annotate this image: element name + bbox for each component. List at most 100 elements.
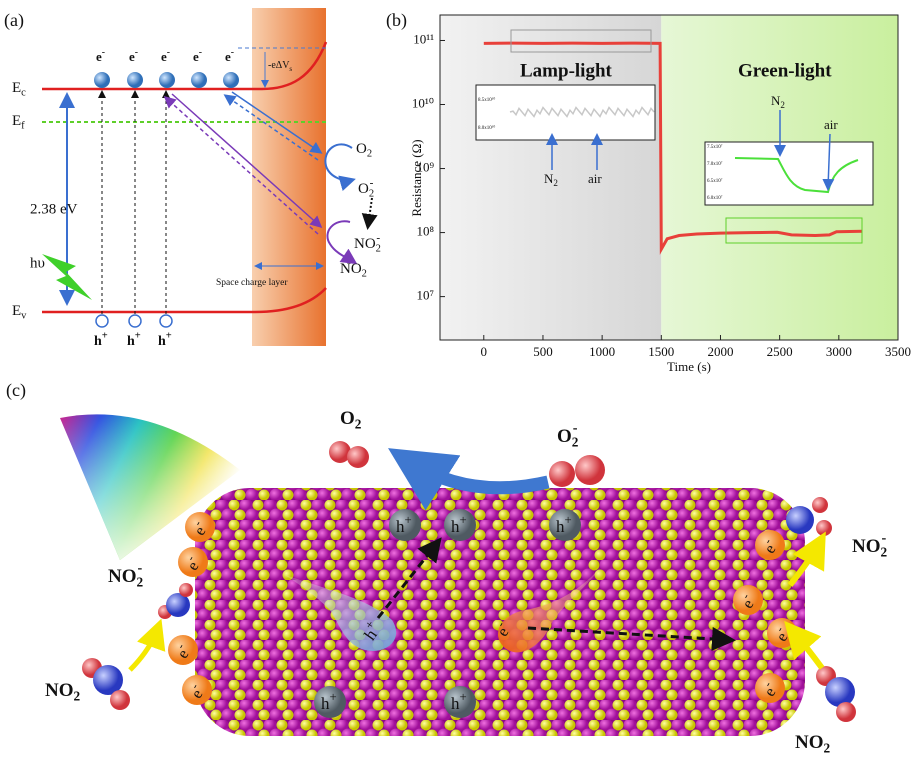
hole [549, 509, 581, 541]
label: hυ [30, 255, 45, 271]
superscript: - [190, 518, 204, 528]
hole-label: h+ [556, 513, 572, 536]
formula-base: h [556, 517, 565, 536]
formula: N2 [771, 93, 785, 110]
label: (c) [6, 380, 26, 401]
superscript: - [493, 619, 507, 629]
atom [816, 520, 832, 536]
sphere [347, 446, 369, 468]
superscript: - [137, 561, 142, 577]
formula: air [824, 117, 838, 132]
formula: Ec [12, 80, 26, 98]
subscript: f [21, 121, 25, 132]
transfer-arrow [163, 95, 319, 235]
formula-base: NO [852, 536, 881, 557]
formula: O2- [358, 177, 374, 200]
formula-base: O [356, 141, 367, 157]
inset-trace [734, 157, 859, 194]
atom [93, 665, 123, 695]
hole-label: h+ [158, 331, 172, 349]
hole [95, 314, 109, 328]
x-axis-label: Time (s) [667, 359, 711, 374]
formula-base: e [129, 49, 135, 64]
electron [755, 673, 785, 703]
formula: N2 [544, 171, 558, 188]
formula-base: NO [340, 261, 362, 277]
formula-base: h [451, 517, 460, 536]
subscript: s [289, 65, 292, 73]
y-tick-label: 10¹¹ [413, 31, 434, 46]
superscript: - [102, 47, 105, 58]
resistance-line [483, 41, 863, 255]
electron-trail [497, 568, 600, 653]
label: 6.5x10⁷ [707, 178, 723, 184]
superscript: - [772, 624, 786, 634]
superscript: - [738, 591, 752, 601]
adsorption-arrow [326, 220, 358, 265]
superscript: + [460, 690, 467, 704]
subscript: 2 [376, 244, 381, 255]
light-wedge-fade [60, 414, 240, 560]
hole-path [376, 537, 442, 619]
formula-base: N [771, 93, 781, 108]
superscript: + [166, 331, 172, 342]
electron [733, 585, 763, 615]
formula-base: e [161, 49, 167, 64]
subscript: 2 [553, 178, 558, 188]
formula-base: e [225, 49, 231, 64]
formula-base: NO [795, 732, 824, 753]
formula: NO2- [108, 561, 144, 590]
superscript: - [370, 177, 374, 189]
x-tick-label: 3000 [826, 344, 852, 359]
label: 8.0x10¹⁰ [478, 125, 495, 131]
subscript: 2 [362, 269, 367, 280]
atom [166, 593, 190, 617]
superscript: - [573, 421, 578, 437]
hole-label: h+ [127, 331, 141, 349]
electron [182, 675, 212, 705]
formula: O2 [356, 141, 372, 159]
exchange-arrow [361, 197, 378, 230]
formula-base: h [451, 694, 460, 713]
sphere [575, 455, 605, 485]
sphere [549, 461, 575, 487]
plot-frame [439, 14, 899, 341]
y-tick-label: 10⁸ [416, 224, 434, 239]
label: 7.5x10⁷ [707, 144, 723, 150]
subscript: 2 [824, 741, 831, 756]
conduction-band [42, 41, 328, 91]
reaction-arrow [787, 531, 826, 587]
hole-trail [285, 575, 397, 651]
formula: NO2 [45, 680, 81, 703]
subscript: 2 [137, 575, 144, 590]
atom [786, 506, 814, 534]
formula: NO2- [354, 232, 381, 255]
hole-label: h+ [94, 331, 108, 349]
superscript: - [167, 47, 170, 58]
subscript: 2 [881, 545, 888, 560]
x-tick-label: 1000 [589, 344, 615, 359]
electron [159, 72, 175, 88]
x-tick-label: 0 [481, 344, 488, 359]
formula-base: h [127, 334, 135, 349]
annotation: Lamp-light [520, 60, 613, 81]
transfer-arrow [223, 94, 319, 161]
hole [314, 686, 346, 718]
formula-base: air [824, 117, 838, 132]
superscript: - [173, 641, 187, 651]
formula: NO2 [340, 261, 367, 279]
electron-label: e- [96, 47, 105, 64]
atom [836, 702, 856, 722]
electron [755, 530, 785, 560]
x-tick-label: 3500 [885, 344, 911, 359]
superscript: + [405, 513, 412, 527]
subscript: 2 [74, 689, 81, 704]
subscript: c [21, 88, 26, 99]
label: 6.0x10⁷ [707, 195, 723, 201]
formula-base: e [96, 49, 102, 64]
migration-arrow [388, 448, 550, 511]
hole [389, 509, 421, 541]
highlight-box [725, 217, 863, 244]
formula: O2 [340, 408, 362, 431]
